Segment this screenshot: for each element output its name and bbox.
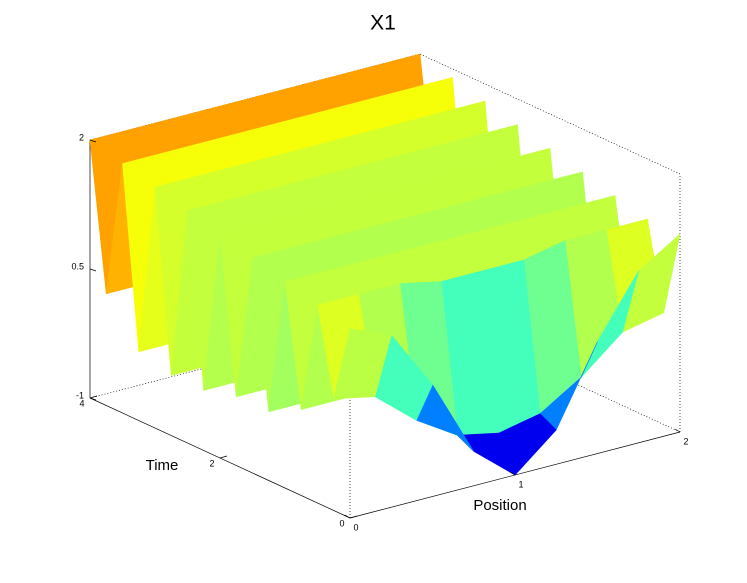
x-axis-label: Position bbox=[473, 497, 526, 514]
y-axis-label: Time bbox=[146, 457, 179, 474]
x-tick bbox=[509, 471, 516, 476]
y-tick bbox=[89, 395, 98, 399]
z-tick-label: 0.5 bbox=[71, 261, 84, 271]
chart-title: X1 bbox=[370, 12, 396, 35]
z-tick-label: 2 bbox=[79, 132, 84, 142]
x-tick-label: 2 bbox=[683, 436, 688, 446]
x-tick-label: 0 bbox=[353, 522, 358, 532]
z-tick bbox=[89, 268, 97, 272]
x-tick-label: 1 bbox=[518, 479, 523, 489]
y-tick-label: 2 bbox=[209, 458, 214, 468]
x-tick bbox=[674, 428, 681, 433]
y-tick-label: 0 bbox=[339, 518, 344, 528]
surface-patch bbox=[333, 328, 392, 400]
x-tick bbox=[344, 514, 351, 519]
z-tick bbox=[89, 397, 97, 401]
z-tick-label: -1 bbox=[76, 390, 84, 400]
y-tick bbox=[219, 455, 228, 459]
z-tick bbox=[89, 139, 97, 143]
y-tick bbox=[349, 515, 358, 519]
y-tick-label: 4 bbox=[79, 398, 84, 408]
